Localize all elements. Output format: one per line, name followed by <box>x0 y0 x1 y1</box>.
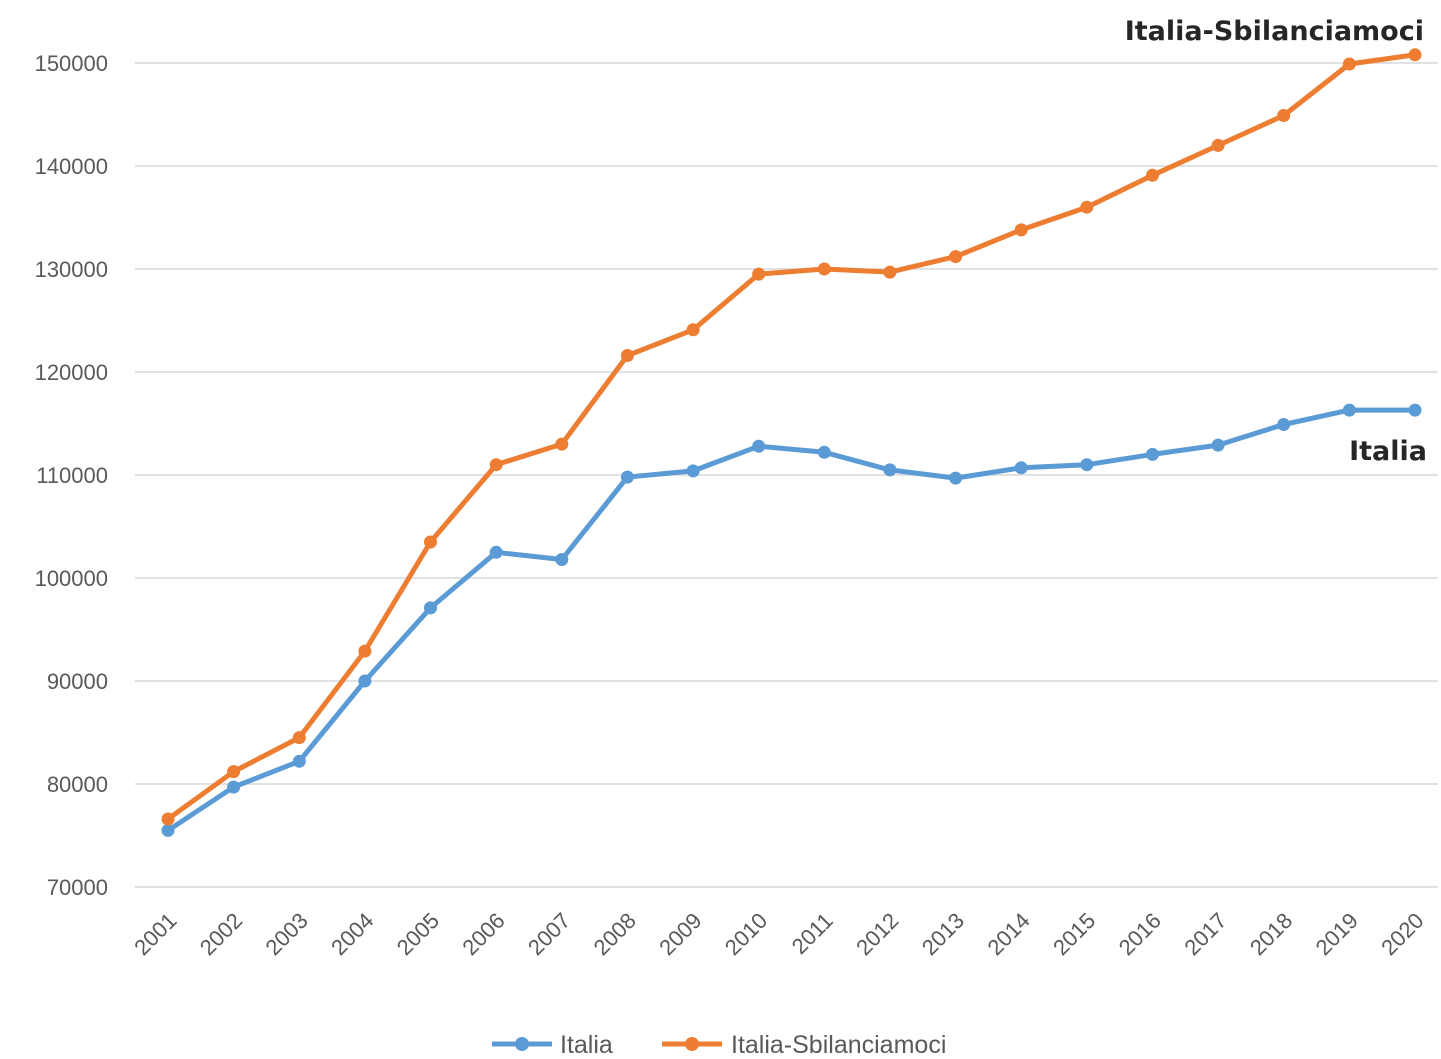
legend-label-italia-sbilanciamoci: Italia-Sbilanciamoci <box>731 1031 946 1059</box>
legend-label-italia: Italia <box>560 1031 613 1059</box>
data-point-italia-sbilanciamoci-2018 <box>1277 109 1291 122</box>
x-tick-label-2019: 2019 <box>1311 908 1363 960</box>
x-tick-label-2012: 2012 <box>851 908 903 960</box>
data-point-italia-2013 <box>949 471 963 485</box>
data-point-italia-2006 <box>489 545 503 559</box>
x-tick-label-2005: 2005 <box>392 908 444 960</box>
x-tick-label-2008: 2008 <box>589 908 641 960</box>
y-tick-label-100000: 100000 <box>35 566 108 591</box>
series-end-label-italia-sbilanciamoci: Italia-Sbilanciamoci <box>1125 16 1424 47</box>
data-point-italia-sbilanciamoci-2014 <box>1014 223 1028 237</box>
x-tick-label-2004: 2004 <box>326 908 378 960</box>
data-point-italia-2005 <box>424 601 437 615</box>
data-point-italia-sbilanciamoci-2002 <box>227 765 241 779</box>
data-point-italia-sbilanciamoci-2009 <box>686 323 700 337</box>
data-point-italia-sbilanciamoci-2006 <box>489 458 503 472</box>
data-point-italia-sbilanciamoci-2008 <box>620 349 634 362</box>
x-tick-label-2011: 2011 <box>787 908 838 959</box>
legend-item-italia: Italia <box>492 1031 613 1059</box>
data-point-italia-sbilanciamoci-2012 <box>883 265 897 279</box>
legend-marker-italia-sbilanciamoci <box>685 1037 699 1051</box>
y-tick-label-80000: 80000 <box>47 772 108 797</box>
x-tick-label-2017: 2017 <box>1179 908 1231 960</box>
data-point-italia-2004 <box>358 674 372 688</box>
series-end-label-italia: Italia <box>1349 436 1427 467</box>
data-point-italia-sbilanciamoci-2007 <box>555 437 569 451</box>
x-tick-label-2018: 2018 <box>1245 908 1297 960</box>
series-end-labels: Italia-Sbilanciamoci Italia <box>1125 16 1427 467</box>
legend-marker-italia <box>515 1037 529 1051</box>
gridlines <box>135 62 1438 888</box>
series-group <box>161 48 1422 837</box>
data-point-italia-2015 <box>1080 458 1094 472</box>
x-tick-label-2014: 2014 <box>982 908 1034 960</box>
data-point-italia-2002 <box>227 780 241 794</box>
data-point-italia-sbilanciamoci-2003 <box>292 731 306 745</box>
data-point-italia-2010 <box>752 439 766 453</box>
x-tick-label-2007: 2007 <box>523 908 575 960</box>
data-point-italia-2011 <box>817 445 831 459</box>
y-tick-label-110000: 110000 <box>36 463 108 488</box>
x-tick-label-2001: 2001 <box>129 908 181 960</box>
data-point-italia-sbilanciamoci-2010 <box>752 267 766 281</box>
data-point-italia-sbilanciamoci-2001 <box>161 812 175 826</box>
data-point-italia-sbilanciamoci-2015 <box>1080 200 1094 214</box>
data-point-italia-2003 <box>292 754 306 768</box>
y-tick-label-70000: 70000 <box>47 875 108 900</box>
series-line-italia-sbilanciamoci <box>165 52 1418 822</box>
data-point-italia-2019 <box>1342 403 1356 417</box>
data-point-italia-2007 <box>555 553 569 566</box>
x-axis-ticks: 2001 2002 2003 2004 2005 2006 2007 2008 2009 2010… <box>129 908 1428 960</box>
data-point-italia-2014 <box>1014 461 1028 475</box>
y-tick-label-140000: 140000 <box>35 154 108 179</box>
data-point-italia-2016 <box>1146 447 1159 461</box>
x-tick-label-2010: 2010 <box>720 908 772 960</box>
data-point-italia-2012 <box>883 463 897 477</box>
data-point-italia-sbilanciamoci-2020 <box>1408 48 1422 62</box>
y-tick-label-90000: 90000 <box>47 669 108 694</box>
data-point-italia-sbilanciamoci-2011 <box>817 262 831 276</box>
data-point-italia-2001 <box>161 823 175 837</box>
x-tick-label-2003: 2003 <box>261 908 313 960</box>
y-axis-ticks: 70000 80000 90000 100000 110000 120000 130000 1… <box>35 51 108 900</box>
x-tick-label-2009: 2009 <box>654 908 706 960</box>
data-point-italia-sbilanciamoci-2004 <box>358 644 372 658</box>
x-tick-label-2016: 2016 <box>1114 908 1166 960</box>
data-point-italia-sbilanciamoci-2016 <box>1146 168 1159 182</box>
x-tick-label-2020: 2020 <box>1376 908 1428 960</box>
x-tick-label-2013: 2013 <box>917 908 969 960</box>
x-tick-label-2015: 2015 <box>1048 908 1100 960</box>
data-point-italia-2017 <box>1211 438 1225 452</box>
y-tick-label-120000: 120000 <box>35 360 108 385</box>
x-tick-label-2002: 2002 <box>195 908 247 960</box>
data-point-italia-2018 <box>1277 418 1291 431</box>
data-point-italia-sbilanciamoci-2019 <box>1342 57 1356 71</box>
data-point-italia-2020 <box>1408 403 1422 417</box>
data-point-italia-2008 <box>620 470 634 484</box>
y-tick-label-150000: 150000 <box>35 51 108 76</box>
series-italia-sbilanciamoci <box>161 48 1422 826</box>
legend: Italia Italia-Sbilanciamoci <box>492 1031 946 1059</box>
y-tick-label-130000: 130000 <box>35 257 108 282</box>
series-line-italia <box>165 407 1418 833</box>
data-point-italia-2009 <box>686 464 700 478</box>
data-point-italia-sbilanciamoci-2005 <box>424 535 437 549</box>
series-italia <box>161 403 1422 837</box>
x-tick-label-2006: 2006 <box>457 908 509 960</box>
data-point-italia-sbilanciamoci-2017 <box>1211 138 1225 152</box>
legend-item-italia-sbilanciamoci: Italia-Sbilanciamoci <box>662 1031 946 1059</box>
data-point-italia-sbilanciamoci-2013 <box>949 250 963 264</box>
